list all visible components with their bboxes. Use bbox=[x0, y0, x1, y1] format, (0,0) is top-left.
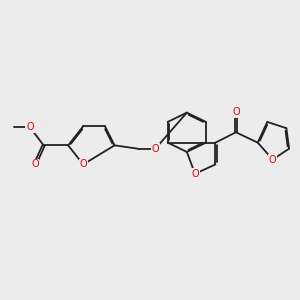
Text: O: O bbox=[232, 107, 240, 117]
Text: O: O bbox=[152, 144, 159, 154]
Text: O: O bbox=[269, 154, 277, 164]
Text: O: O bbox=[80, 160, 87, 170]
Text: O: O bbox=[31, 160, 39, 170]
Text: O: O bbox=[191, 169, 199, 179]
Text: O: O bbox=[26, 122, 34, 132]
